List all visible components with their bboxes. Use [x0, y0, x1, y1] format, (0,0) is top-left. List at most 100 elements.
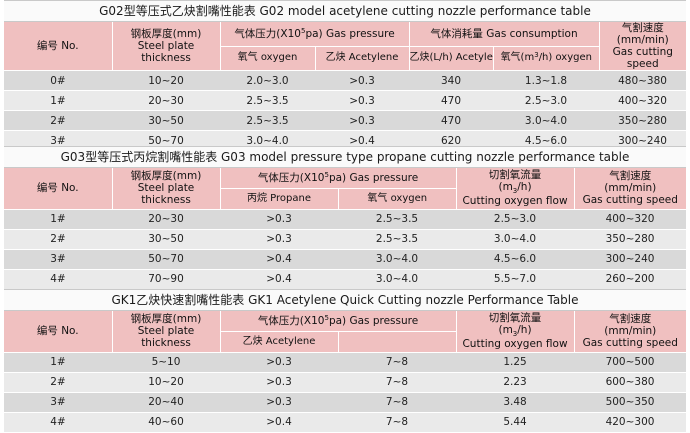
g03-cell-propane: >0.3: [220, 229, 338, 250]
g02-table: 编号 No. 钢板厚度(mm) Steel plate thickness 气体…: [4, 22, 687, 151]
gk1-cell-speed: 500~350: [574, 392, 687, 413]
g03-header-pressure: 气体压力(X105pa) Gas pressure: [220, 168, 457, 189]
g02-header-cons-oxygen-pre: 氧气(m: [500, 52, 535, 64]
g03-cell-thickness: 20~30: [112, 209, 220, 230]
g03-header-speed-cn: 气割速度: [609, 170, 652, 183]
gk1-cell-acetylene: >0.4: [220, 412, 338, 433]
g02-header-acetylene: 乙炔 Acetylene: [315, 46, 410, 72]
table-row: 1# 20~30 >0.3 2.5~3.5 2.5~3.0 400~320: [4, 209, 687, 230]
g02-header-speed: 气割速度 (mm/min) Gas cutting speed: [599, 22, 687, 71]
table-row: 3# 50~70 >0.4 3.0~4.0 4.5~6.0 300~240: [4, 249, 687, 270]
gk1-cell-no: 3#: [4, 392, 112, 413]
g02-cell-oxygen: 2.0~3.0: [220, 70, 315, 91]
g02-header-thickness-en1: Steel plate: [137, 40, 195, 52]
g03-cell-propane: >0.3: [220, 209, 338, 230]
g02-header-pressure-post: pa) Gas pressure: [305, 27, 395, 40]
g02-cell-acetylene: >0.4: [315, 130, 410, 151]
g02-cell-cons-oxygen: 1.3~1.8: [493, 70, 600, 91]
gk1-table: 编号 No. 钢板厚度(mm) Steel plate thickness 气体…: [4, 311, 687, 433]
gk1-cell-flow: 5.44: [456, 412, 575, 433]
g02-cell-cons-acetylene: 620: [409, 130, 494, 151]
table-row: 2# 30~50 2.5~3.5 >0.3 470 3.0~4.0 350~28…: [4, 110, 687, 131]
g03-cell-no: 3#: [4, 249, 112, 270]
g02-header-cons-acetylene: 乙炔(L/h) Acetylene: [409, 46, 494, 72]
g03-header-flow-unit: (m3/h): [457, 181, 574, 195]
g02-cell-speed: 400~320: [599, 90, 687, 111]
g02-cell-cons-oxygen: 3.0~4.0: [493, 110, 600, 131]
g02-cell-no: 0#: [4, 70, 112, 91]
gk1-cell-oxygen: 7~8: [338, 412, 457, 433]
gk1-section: GK1乙炔快速割嘴性能表 GK1 Acetylene Quick Cutting…: [4, 289, 687, 433]
g03-header-no: 编号 No.: [4, 168, 113, 210]
g02-header-cons-oxygen-post: /h) oxygen: [538, 52, 592, 64]
gk1-cell-thickness: 40~60: [112, 412, 220, 433]
g02-header-oxygen: 氧气 oxygen: [220, 46, 316, 72]
g03-cell-speed: 300~240: [574, 249, 687, 270]
gk1-cell-thickness: 5~10: [112, 352, 220, 373]
gk1-header-pressure: 气体压力(X105pa) Gas pressure: [220, 311, 457, 332]
g02-header-consumption: 气体消耗量 Gas consumption: [409, 22, 600, 47]
g03-header-oxygen: 氧气 oxygen: [338, 188, 457, 210]
g02-cell-acetylene: >0.3: [315, 90, 410, 111]
g03-header-row: 编号 No. 钢板厚度(mm) Steel plate thickness 气体…: [4, 168, 687, 210]
g03-table: 编号 No. 钢板厚度(mm) Steel plate thickness 气体…: [4, 168, 687, 290]
g03-title: G03型等压式丙烷割嘴性能表 G03 model pressure type p…: [4, 146, 686, 168]
g02-cell-speed: 350~280: [599, 110, 687, 131]
table-row: 0# 10~20 2.0~3.0 >0.3 340 1.3~1.8 480~38…: [4, 70, 687, 91]
g03-header-flow-en: Cutting oxygen flow: [462, 195, 568, 208]
g02-cell-thickness: 20~30: [112, 90, 220, 111]
table-row: 3# 20~40 >0.3 7~8 3.48 500~350: [4, 392, 687, 413]
g02-header-speed-en: Gas cutting speed: [612, 46, 673, 70]
g03-header-flow-unit-sub: 3: [512, 187, 518, 196]
g03-cell-speed: 260~200: [574, 269, 687, 290]
gk1-header-flow-unit-pre: (m: [498, 324, 513, 337]
g03-cell-thickness: 50~70: [112, 249, 220, 270]
g03-cell-oxygen: 3.0~4.0: [338, 249, 457, 270]
g03-header-thickness: 钢板厚度(mm) Steel plate thickness: [112, 168, 221, 210]
g02-cell-cons-acetylene: 470: [409, 90, 494, 111]
g02-cell-thickness: 10~20: [112, 70, 220, 91]
table-row: 4# 70~90 >0.4 3.0~4.0 5.5~7.0 260~200: [4, 269, 687, 290]
gk1-header-pressure-sup: 5: [324, 313, 329, 322]
g03-header-pressure-pre: 气体压力(X10: [257, 171, 325, 184]
g03-cell-thickness: 70~90: [112, 269, 220, 290]
g03-cell-oxygen: 2.5~3.5: [338, 209, 457, 230]
gk1-header-flow-en: Cutting oxygen flow: [462, 338, 568, 351]
table-row: 1# 20~30 2.5~3.5 >0.3 470 2.5~3.0 400~32…: [4, 90, 687, 111]
gk1-header-flow-unit-post: /h): [517, 324, 532, 337]
gk1-header-thickness-en1: Steel plate: [137, 325, 195, 338]
g02-cell-cons-oxygen: 2.5~3.0: [493, 90, 600, 111]
table-row: 2# 10~20 >0.3 7~8 2.23 600~380: [4, 372, 687, 393]
table-row: 2# 30~50 >0.3 2.5~3.5 3.0~4.0 350~280: [4, 229, 687, 250]
g02-header-pressure-sup: 5: [300, 26, 306, 35]
g02-cell-cons-acetylene: 340: [409, 70, 494, 91]
g03-header-flow-unit-pre: (m: [498, 181, 513, 194]
gk1-cell-speed: 700~500: [574, 352, 687, 373]
g02-subheader-row: 氧气 oxygen 乙炔 Acetylene 乙炔(L/h) Acetylene…: [4, 46, 686, 72]
g03-cell-flow: 4.5~6.0: [456, 249, 575, 270]
g03-header-flow-cn: 切割氧流量: [488, 169, 542, 182]
gk1-cell-no: 2#: [4, 372, 112, 393]
g02-title: G02型等压式乙炔割嘴性能表 G02 model acetylene cutti…: [4, 0, 686, 22]
g02-cell-thickness: 30~50: [112, 110, 220, 131]
g02-header-thickness: 钢板厚度(mm) Steel plate thickness: [112, 22, 221, 71]
g03-cell-propane: >0.4: [220, 269, 338, 290]
gk1-cell-no: 4#: [4, 412, 112, 433]
gk1-cell-acetylene: >0.3: [220, 372, 338, 393]
g03-cell-flow: 5.5~7.0: [456, 269, 575, 290]
g03-header-pressure-post: pa) Gas pressure: [328, 171, 419, 184]
gk1-cell-flow: 3.48: [456, 392, 575, 413]
gk1-cell-speed: 420~300: [574, 412, 687, 433]
g02-cell-thickness: 50~70: [112, 130, 220, 151]
gk1-cell-thickness: 20~40: [112, 392, 220, 413]
g02-header-pressure-pre: 气体压力(X10: [234, 27, 301, 40]
gk1-cell-thickness: 10~20: [112, 372, 220, 393]
gk1-header-pressure-pre: 气体压力(X10: [257, 314, 325, 327]
g02-header-speed-cn: 气割速度: [621, 22, 664, 34]
g03-cell-speed: 350~280: [574, 229, 687, 250]
g03-header-speed-en: Gas cutting speed: [582, 194, 678, 207]
g03-cell-no: 2#: [4, 229, 112, 250]
g02-header-thickness-en2: thickness: [141, 52, 191, 64]
g02-cell-acetylene: >0.3: [315, 110, 410, 131]
gk1-header-speed-en: Gas cutting speed: [582, 337, 678, 350]
